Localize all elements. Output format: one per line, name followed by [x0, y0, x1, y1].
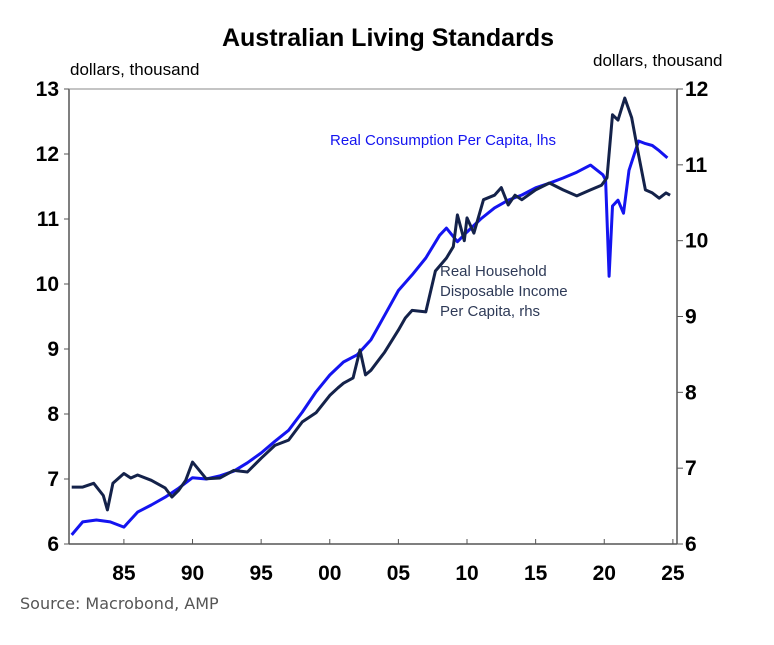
left-tick-label: 12	[36, 143, 59, 166]
right-tick-label: 10	[685, 230, 708, 253]
source-note: Source: Macrobond, AMP	[20, 594, 219, 613]
annotation-income-line1: Real Household	[440, 263, 547, 280]
left-axis-unit-label: dollars, thousand	[70, 60, 199, 79]
left-tick-label: 13	[36, 78, 59, 101]
income-line	[71, 96, 671, 512]
x-tick-label: 25	[661, 562, 685, 585]
right-tick-label: 9	[685, 306, 697, 329]
right-tick-label: 7	[685, 457, 697, 480]
axes: 6 7 8 9 10 11 12 13 6 7 8 9 10 11 12 85 90 95 00 05 10 15 20 25	[36, 78, 709, 585]
left-tick-label: 10	[36, 273, 59, 296]
x-tick-label: 20	[593, 562, 616, 585]
right-tick-label: 8	[685, 381, 697, 404]
x-tick-label: 10	[455, 562, 478, 585]
annotation-income-line2: Disposable Income	[440, 283, 568, 300]
annotation-income-line3: Per Capita, rhs	[440, 303, 540, 320]
x-tick-label: 95	[249, 562, 273, 585]
x-tick-label: 90	[181, 562, 204, 585]
left-tick-label: 7	[47, 468, 59, 491]
left-tick-label: 8	[47, 403, 59, 426]
left-tick-label: 6	[47, 533, 59, 556]
chart-title: Australian Living Standards	[222, 24, 554, 52]
x-tick-label: 15	[524, 562, 548, 585]
x-tick-label: 00	[318, 562, 341, 585]
x-tick-label: 05	[387, 562, 411, 585]
left-tick-label: 11	[37, 208, 60, 231]
series-lines	[70, 96, 671, 536]
consumption-line	[70, 139, 669, 536]
right-tick-label: 12	[685, 78, 708, 101]
right-tick-label: 6	[685, 533, 697, 556]
annotation-consumption: Real Consumption Per Capita, lhs	[330, 132, 556, 149]
left-tick-label: 9	[47, 338, 59, 361]
right-tick-label: 11	[685, 154, 708, 177]
right-axis-unit-label: dollars, thousand	[593, 51, 722, 70]
x-tick-label: 85	[112, 562, 136, 585]
